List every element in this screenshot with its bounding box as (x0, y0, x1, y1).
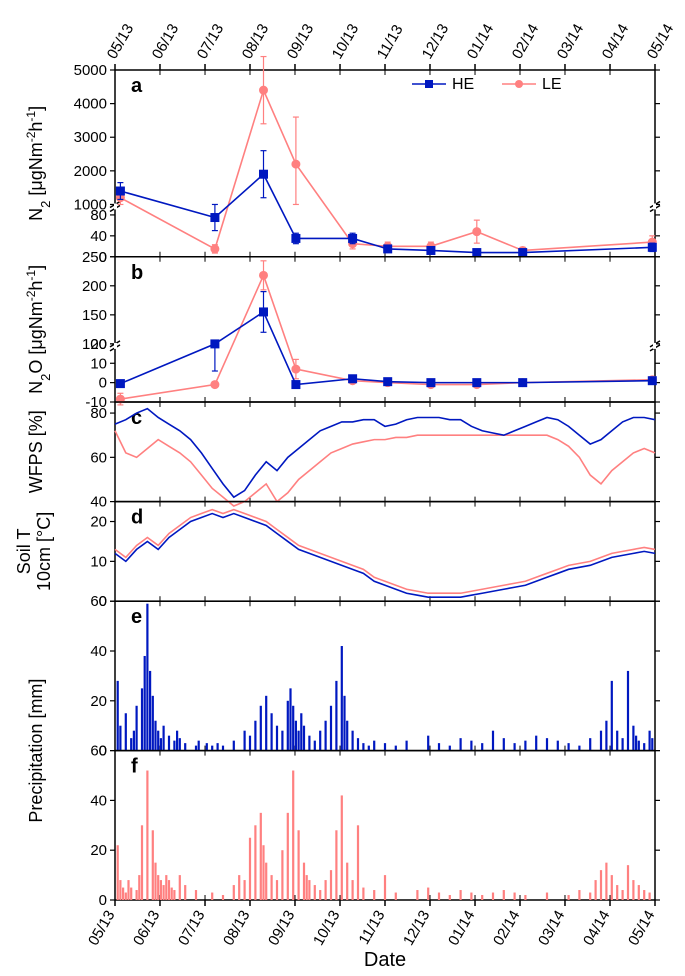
svg-text:f: f (131, 756, 138, 778)
svg-text:10/13: 10/13 (329, 21, 362, 62)
svg-text:03/14: 03/14 (535, 908, 568, 949)
svg-text:HE: HE (452, 76, 474, 93)
svg-text:05/13: 05/13 (104, 21, 137, 62)
svg-text:150: 150 (82, 307, 107, 324)
panel-d: d01020 (90, 502, 660, 611)
svg-text:60: 60 (90, 449, 107, 466)
svg-text:0: 0 (99, 892, 107, 909)
svg-text:WFPS [%]: WFPS [%] (26, 410, 46, 493)
svg-text:Date: Date (364, 949, 406, 971)
svg-text:02/14: 02/14 (490, 908, 523, 949)
panel-f: f 0 20 40 60 (90, 743, 660, 909)
svg-text:08/13: 08/13 (239, 21, 272, 62)
panel-a: a0408010002000300040005000 (74, 57, 660, 266)
svg-text:0: 0 (99, 375, 107, 392)
svg-text:N2 [μgNm-2h-1]: N2 [μgNm-2h-1] (24, 106, 53, 221)
svg-text:09/13: 09/13 (284, 21, 317, 62)
svg-text:4000: 4000 (74, 96, 107, 113)
panel-c: c 40 60 80 (90, 402, 660, 511)
svg-text:12/13: 12/13 (400, 908, 433, 949)
svg-text:10: 10 (90, 553, 107, 570)
svg-text:c: c (131, 407, 142, 429)
svg-text:b: b (131, 262, 143, 284)
svg-text:10cm [°C]: 10cm [°C] (34, 512, 54, 591)
svg-text:11/13: 11/13 (356, 908, 389, 948)
svg-text:40: 40 (90, 792, 107, 809)
svg-text:2000: 2000 (74, 163, 107, 180)
svg-text:N2O [μgNm-2h-1]: N2O [μgNm-2h-1] (24, 265, 53, 394)
svg-text:12/13: 12/13 (419, 21, 452, 62)
svg-text:06/13: 06/13 (130, 908, 163, 949)
svg-text:40: 40 (90, 494, 107, 511)
svg-text:04/14: 04/14 (599, 21, 632, 62)
svg-text:40: 40 (90, 228, 107, 245)
svg-text:1000: 1000 (74, 196, 107, 213)
legend: HE LE (412, 76, 562, 93)
svg-text:05/13: 05/13 (85, 908, 118, 949)
svg-text:200: 200 (82, 278, 107, 295)
svg-text:06/13: 06/13 (149, 21, 182, 62)
svg-text:03/14: 03/14 (554, 21, 587, 62)
svg-text:a: a (131, 75, 143, 97)
svg-text:11/13: 11/13 (374, 22, 407, 62)
svg-text:05/14: 05/14 (644, 21, 677, 62)
svg-text:60: 60 (90, 593, 107, 610)
svg-text:01/14: 01/14 (464, 21, 497, 62)
svg-text:60: 60 (90, 743, 107, 760)
figure-container: 05/13 06/13 07/13 08/13 09/13 10/13 11/13 12/13… (0, 0, 685, 976)
svg-text:10/13: 10/13 (310, 908, 343, 949)
svg-text:80: 80 (90, 405, 107, 422)
panel-e: e0204060 (90, 593, 660, 759)
svg-text:d: d (131, 507, 143, 529)
chart-svg: 05/13 06/13 07/13 08/13 09/13 10/13 11/13 12/13… (0, 0, 685, 976)
svg-text:05/14: 05/14 (625, 908, 658, 949)
svg-text:LE: LE (542, 76, 562, 93)
svg-text:07/13: 07/13 (194, 21, 227, 62)
panel-b: b-1001020100150200250 (82, 249, 660, 411)
svg-text:08/13: 08/13 (220, 908, 253, 949)
svg-text:100: 100 (82, 336, 107, 353)
svg-text:5000: 5000 (74, 62, 107, 79)
svg-text:Soil T: Soil T (14, 529, 34, 575)
svg-text:04/14: 04/14 (580, 908, 613, 949)
svg-text:3000: 3000 (74, 129, 107, 146)
svg-text:Precipitation [mm]: Precipitation [mm] (26, 679, 46, 823)
svg-text:250: 250 (82, 249, 107, 266)
svg-text:09/13: 09/13 (265, 908, 298, 949)
svg-text:e: e (131, 606, 142, 628)
svg-text:20: 20 (90, 514, 107, 531)
svg-text:10: 10 (90, 355, 107, 372)
svg-text:20: 20 (90, 693, 107, 710)
svg-text:40: 40 (90, 643, 107, 660)
svg-text:07/13: 07/13 (175, 908, 208, 949)
svg-text:20: 20 (90, 842, 107, 859)
svg-text:02/14: 02/14 (509, 21, 542, 62)
svg-text:01/14: 01/14 (445, 908, 478, 949)
